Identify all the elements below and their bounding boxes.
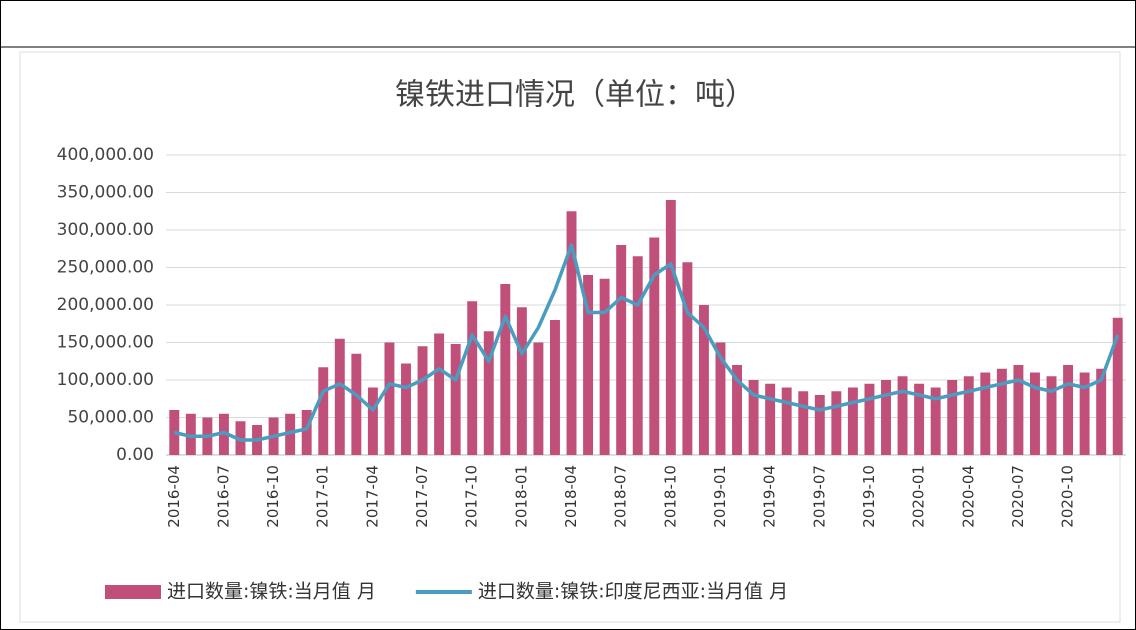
bar bbox=[384, 342, 395, 455]
bar bbox=[914, 383, 925, 455]
x-tick-label: 2020-10 bbox=[1059, 465, 1077, 528]
x-tick-label: 2018-07 bbox=[612, 465, 630, 528]
x-tick-label: 2019-07 bbox=[810, 465, 828, 528]
bar bbox=[483, 331, 494, 455]
bar bbox=[682, 262, 693, 455]
bar bbox=[516, 307, 527, 455]
x-tick-label: 2019-10 bbox=[860, 465, 878, 528]
x-tick-label: 2019-01 bbox=[711, 465, 729, 528]
bar bbox=[401, 363, 411, 455]
bar bbox=[649, 237, 660, 455]
bar bbox=[930, 387, 941, 455]
bar bbox=[732, 365, 742, 455]
bar bbox=[417, 346, 428, 455]
bar bbox=[665, 200, 676, 455]
bar bbox=[351, 353, 362, 455]
bar bbox=[715, 342, 726, 455]
bar bbox=[1046, 376, 1057, 455]
bar bbox=[301, 410, 312, 455]
bar bbox=[285, 413, 296, 455]
x-tick-label: 2020-04 bbox=[959, 465, 977, 528]
bar bbox=[996, 368, 1007, 455]
bar bbox=[599, 278, 610, 455]
bar bbox=[847, 387, 858, 455]
bar bbox=[318, 367, 329, 455]
bar bbox=[781, 387, 792, 455]
y-tick-label: 100,000.00 bbox=[57, 370, 154, 390]
x-tick-label: 2017-04 bbox=[363, 465, 381, 528]
x-tick-label: 2018-10 bbox=[661, 465, 679, 528]
bar bbox=[765, 383, 776, 455]
x-tick-label: 2020-01 bbox=[910, 465, 928, 528]
bar bbox=[1079, 372, 1090, 455]
x-tick-label: 2019-04 bbox=[761, 465, 779, 528]
bar bbox=[881, 380, 891, 455]
y-tick-label: 50,000.00 bbox=[67, 408, 154, 428]
bar bbox=[947, 380, 958, 455]
bar bbox=[583, 275, 594, 455]
bar bbox=[467, 301, 478, 455]
bar bbox=[1112, 317, 1123, 455]
bar bbox=[334, 338, 345, 455]
bar bbox=[169, 410, 180, 455]
chart-title: 镍铁进口情况（单位：吨） bbox=[395, 78, 755, 113]
line bbox=[173, 243, 1120, 442]
y-tick-label: 350,000.00 bbox=[57, 183, 154, 203]
bar bbox=[500, 284, 511, 455]
bar bbox=[698, 305, 709, 455]
bar bbox=[814, 395, 825, 455]
bar bbox=[1013, 365, 1024, 455]
bar bbox=[616, 245, 627, 455]
y-tick-label: 400,000.00 bbox=[57, 145, 154, 165]
x-tick-label: 2018-04 bbox=[562, 465, 580, 528]
bar bbox=[1030, 372, 1040, 455]
legend-swatch bbox=[105, 585, 161, 599]
legend-label: 进口数量:镍铁:印度尼西亚:当月值 月 bbox=[478, 581, 788, 603]
bar bbox=[798, 391, 809, 455]
x-tick-label: 2017-10 bbox=[463, 465, 481, 528]
y-tick-label: 0.00 bbox=[116, 445, 154, 465]
bar bbox=[1063, 365, 1074, 455]
bar bbox=[864, 383, 875, 455]
bar bbox=[1096, 368, 1107, 455]
bar bbox=[963, 376, 974, 455]
bar bbox=[550, 320, 560, 455]
y-tick-label: 150,000.00 bbox=[57, 333, 154, 353]
bar bbox=[450, 344, 461, 455]
bar bbox=[566, 211, 577, 455]
x-tick-label: 2017-07 bbox=[413, 465, 431, 528]
x-tick-label: 2016-04 bbox=[165, 465, 183, 528]
y-tick-label: 200,000.00 bbox=[57, 295, 154, 315]
x-tick-label: 2016-07 bbox=[214, 465, 232, 528]
y-tick-label: 250,000.00 bbox=[57, 258, 154, 278]
x-tick-label: 2016-10 bbox=[264, 465, 282, 528]
bar bbox=[632, 256, 643, 455]
x-tick-label: 2017-01 bbox=[314, 465, 332, 528]
bar bbox=[185, 413, 196, 455]
x-tick-label: 2018-01 bbox=[512, 465, 530, 528]
bar bbox=[980, 372, 991, 455]
bar bbox=[831, 391, 842, 455]
x-tick-label: 2020-07 bbox=[1009, 465, 1027, 528]
bar bbox=[367, 387, 378, 455]
bar bbox=[897, 376, 908, 455]
legend-label: 进口数量:镍铁:当月值 月 bbox=[167, 581, 376, 603]
bar bbox=[748, 380, 759, 455]
bar bbox=[434, 333, 445, 455]
y-tick-label: 300,000.00 bbox=[57, 220, 154, 240]
bar bbox=[533, 342, 544, 455]
